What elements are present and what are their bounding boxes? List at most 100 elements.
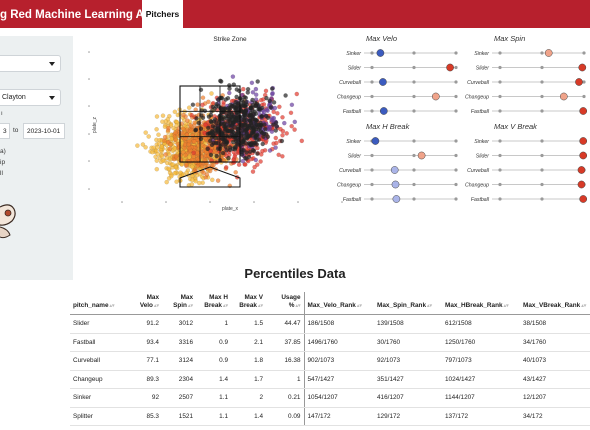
column-header-0[interactable]: pitch_name▴▾ (70, 292, 130, 315)
sort-icon[interactable]: ▴▾ (427, 303, 433, 309)
scatter-point-1672 (198, 87, 204, 93)
scatter-point-1717 (218, 79, 224, 84)
scatter-point-882 (215, 178, 221, 183)
percentile-panel-2: Max H Break Sinker Slider Curveball Changeup… (337, 122, 458, 203)
sort-icon[interactable]: ▴▾ (153, 303, 159, 309)
table-cell: 12/1207 (520, 388, 590, 408)
table-cell: 797/1073 (442, 351, 520, 371)
column-header-6[interactable]: Max_Velo_Rank▴▾ (304, 292, 374, 315)
sort-icon[interactable]: ▴▾ (187, 303, 193, 309)
column-header-2[interactable]: Max Spin▴▾ (162, 292, 196, 315)
panel-row-label: Slider (348, 65, 362, 71)
table-row: Fastball 93.4 3316 0.9 2.1 37.85 1496/1760 30/1… (70, 333, 590, 352)
scatter-point-1589 (259, 130, 265, 136)
table-cell: 85.3 (130, 407, 162, 426)
scatter-point-622 (207, 168, 213, 174)
scatter-point-276 (140, 142, 146, 147)
sort-icon[interactable]: ▴▾ (257, 303, 263, 309)
column-header-4[interactable]: Max V Break▴▾ (231, 292, 266, 315)
column-header-1[interactable]: Max Velo▴▾ (130, 292, 162, 315)
y-axis-ticks (88, 51, 90, 190)
track-tick-2 (454, 109, 458, 113)
scatter-point-1239 (253, 86, 259, 92)
table-cell: 1.8 (231, 351, 266, 371)
percentile-panel-3: Max V Break Sinker Slider Curveball Changeup… (465, 122, 588, 203)
y-tick-1 (88, 78, 90, 80)
scatter-point-1187 (232, 154, 238, 159)
panel-row-label: Curveball (467, 80, 490, 86)
track-tick-2 (582, 80, 586, 84)
sort-icon[interactable]: ▴▾ (109, 303, 115, 309)
track-tick-2 (454, 65, 458, 70)
scatter-point-1744 (234, 115, 239, 121)
scatter-point-1652 (268, 105, 274, 110)
scatter-point-1645 (220, 109, 226, 115)
sort-icon[interactable]: ▴▾ (503, 303, 509, 309)
table-cell: 34/1760 (520, 333, 590, 352)
column-header-9[interactable]: Max_VBreak_Rank▴▾ (520, 292, 590, 315)
scatter-point-1625 (246, 140, 252, 146)
scatter-point-1089 (236, 162, 242, 167)
scatter-point-683 (182, 145, 187, 151)
scatter-point-1247 (253, 157, 259, 163)
scatter-point-1492 (279, 138, 285, 144)
radio-option-3[interactable]: ll (0, 170, 3, 177)
scatter-point-875 (188, 123, 193, 128)
scatter-point-1297 (250, 90, 256, 95)
percentile-panels: Max Velo Sinker Slider Curveball Changeup Fas… (337, 34, 588, 203)
track-tick-0 (498, 65, 502, 70)
scatter-point-881 (162, 134, 168, 140)
track-tick-1 (412, 153, 416, 158)
scatter-point-898 (166, 125, 171, 131)
column-header-7[interactable]: Max_Spin_Rank▴▾ (374, 292, 442, 315)
track-tick-1 (412, 182, 416, 187)
sort-icon[interactable]: ▴▾ (222, 303, 228, 309)
scatter-point-1655 (205, 131, 211, 137)
scatter-point-1703 (255, 151, 260, 156)
tab-pitchers[interactable]: Pitchers (142, 0, 183, 28)
scatter-point-1741 (202, 108, 208, 114)
column-header-label: Max_HBreak_Rank (445, 302, 503, 309)
scatter-point-939 (299, 138, 305, 144)
radio-option-1[interactable]: a) (0, 148, 6, 155)
scatter-point-803 (192, 139, 197, 144)
scatter-point-965 (284, 131, 289, 136)
scatter-point-367 (151, 145, 156, 150)
table-cell: 3316 (162, 333, 196, 352)
scatter-point-227 (143, 145, 148, 150)
scatter-point-1610 (263, 113, 269, 119)
scatter-point-1768 (256, 103, 261, 108)
scatter-point-1684 (255, 79, 260, 84)
column-header-5[interactable]: Usage %▴▾ (266, 292, 305, 315)
track-tick-1 (412, 109, 416, 113)
sort-icon[interactable]: ▴▾ (356, 303, 362, 309)
column-header-8[interactable]: Max_HBreak_Rank▴▾ (442, 292, 520, 315)
table-cell: 186/1508 (304, 314, 374, 334)
team-select[interactable] (0, 55, 61, 72)
table-cell: Changeup (70, 370, 130, 389)
table-cell: 16.38 (266, 351, 305, 371)
sort-icon[interactable]: ▴▾ (295, 303, 301, 309)
scatter-point-1678 (233, 145, 238, 150)
sidebar-panel: Clayton ı 3 to 2023-10-01 a) ip ll (0, 36, 73, 280)
column-header-label: Max_Velo_Rank (307, 302, 356, 309)
scatter-point-1766 (242, 137, 247, 143)
panel-row-label: Slider (476, 153, 490, 159)
table-cell: 92/1073 (374, 351, 442, 371)
radio-option-2[interactable]: ip (0, 159, 6, 166)
scatter-point-1750 (221, 136, 226, 142)
scatter-point-1653 (259, 113, 265, 119)
scatter-point-1587 (271, 122, 276, 127)
column-header-3[interactable]: Max H Break▴▾ (196, 292, 231, 315)
track-tick-1 (412, 94, 416, 99)
table-cell: 1024/1427 (442, 370, 520, 389)
pitcher-select[interactable]: Clayton (0, 89, 61, 106)
panel-row-label: Curveball (339, 80, 362, 86)
scatter-point-827 (211, 162, 216, 168)
track-tick-0 (370, 197, 374, 201)
table-body: Slider 91.2 3012 1 1.5 44.47 186/1508 139/1508 6… (70, 314, 590, 426)
date-start-input[interactable]: 3 (0, 123, 10, 139)
date-end-input[interactable]: 2023-10-01 (23, 123, 65, 139)
sort-icon[interactable]: ▴▾ (581, 303, 587, 309)
scatter-point-268 (146, 134, 151, 139)
